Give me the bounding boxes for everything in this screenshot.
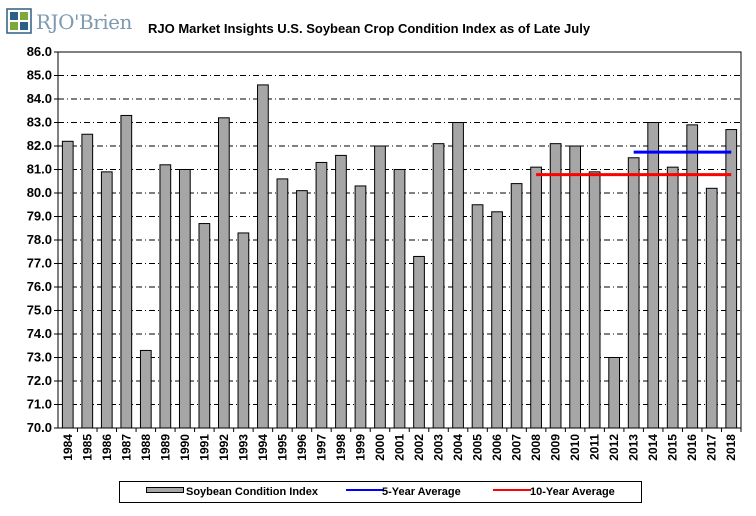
bar-1991 bbox=[198, 223, 211, 429]
x-tick-label-2018: 2018 bbox=[724, 434, 738, 461]
y-tick-label: 81.0 bbox=[27, 162, 52, 177]
bar-1992 bbox=[218, 117, 230, 429]
x-tick-label-2000: 2000 bbox=[373, 434, 387, 461]
x-tick-label-1996: 1996 bbox=[295, 434, 309, 461]
y-tick-label: 72.0 bbox=[27, 373, 52, 388]
bar-2005 bbox=[471, 204, 484, 429]
legend-swatch-10yr bbox=[493, 489, 531, 491]
y-tick-label: 82.0 bbox=[27, 138, 52, 153]
bar-2015 bbox=[666, 166, 679, 429]
bar-2009 bbox=[549, 143, 562, 429]
bar-1996 bbox=[296, 190, 308, 429]
bar-1999 bbox=[354, 185, 367, 429]
y-tick-label: 74.0 bbox=[27, 326, 52, 341]
bar-2001 bbox=[393, 169, 406, 429]
y-tick-label: 78.0 bbox=[27, 232, 52, 247]
bar-2014 bbox=[647, 122, 660, 429]
x-tick-label-1987: 1987 bbox=[119, 434, 133, 461]
bar-1990 bbox=[178, 169, 191, 429]
y-tick-label: 85.0 bbox=[27, 68, 52, 83]
y-tick-label: 75.0 bbox=[27, 303, 52, 318]
x-tick-label-1993: 1993 bbox=[236, 434, 250, 461]
bar-1986 bbox=[100, 171, 113, 429]
x-tick-label-2009: 2009 bbox=[549, 434, 563, 461]
y-tick-label: 86.0 bbox=[27, 44, 52, 59]
x-tick-label-1998: 1998 bbox=[334, 434, 348, 461]
chart-title: RJO Market Insights U.S. Soybean Crop Co… bbox=[148, 21, 591, 36]
x-tick-label-1999: 1999 bbox=[353, 434, 367, 461]
x-tick-label-1994: 1994 bbox=[256, 434, 270, 461]
x-tick-label-1992: 1992 bbox=[217, 434, 231, 461]
x-tick-label-1988: 1988 bbox=[139, 434, 153, 461]
x-tick-label-2002: 2002 bbox=[412, 434, 426, 461]
x-tick-label-2005: 2005 bbox=[471, 434, 485, 461]
x-tick-label-2006: 2006 bbox=[490, 434, 504, 461]
legend-swatch-5yr bbox=[346, 489, 384, 491]
x-tick-label-2010: 2010 bbox=[568, 434, 582, 461]
y-tick-label: 76.0 bbox=[27, 279, 52, 294]
x-tick-label-2016: 2016 bbox=[685, 434, 699, 461]
x-tick-label-2001: 2001 bbox=[393, 434, 407, 461]
bar-2013 bbox=[627, 157, 640, 429]
x-tick-label-2014: 2014 bbox=[646, 434, 660, 461]
bar-1994 bbox=[257, 84, 269, 429]
rjo-logo-icon bbox=[6, 8, 32, 34]
legend-label-soybean: Soybean Condition Index bbox=[186, 486, 319, 498]
chart-area: 70.0 71.0 72.0 73.0 74.0 75.0 76.0 77.0 78.0 79.0… bbox=[27, 44, 742, 461]
y-tick-label: 79.0 bbox=[27, 209, 52, 224]
x-tick-label-1990: 1990 bbox=[178, 434, 192, 461]
x-tick-label-2003: 2003 bbox=[432, 434, 446, 461]
legend-label-5yr: 5-Year Average bbox=[382, 486, 461, 498]
bar-1998 bbox=[335, 154, 347, 429]
bar-2006 bbox=[491, 211, 503, 429]
bar-2004 bbox=[452, 122, 464, 429]
bar-1997 bbox=[315, 161, 328, 429]
bar-1985 bbox=[81, 133, 94, 429]
bar-2002 bbox=[413, 255, 425, 429]
bar-1984 bbox=[61, 140, 74, 429]
y-tick-label: 83.0 bbox=[27, 115, 52, 130]
x-tick-label-1989: 1989 bbox=[158, 434, 172, 461]
x-tick-label-1984: 1984 bbox=[61, 434, 75, 461]
bar-2008 bbox=[530, 166, 542, 429]
x-tick-label-1986: 1986 bbox=[100, 434, 114, 461]
x-tick-label-2008: 2008 bbox=[529, 434, 543, 461]
x-tick-label-1995: 1995 bbox=[275, 434, 289, 461]
legend-swatch-soybean bbox=[146, 487, 184, 493]
bar-1995 bbox=[276, 178, 289, 429]
rjo-brien-logo: RJO'Brien bbox=[6, 6, 134, 38]
bar-2003 bbox=[432, 143, 445, 429]
x-tick-label-2013: 2013 bbox=[627, 434, 641, 461]
y-tick-label: 73.0 bbox=[27, 350, 52, 365]
bar-1988 bbox=[139, 349, 152, 429]
chart-legend: Soybean Condition Index 5-Year Average 1… bbox=[119, 481, 642, 503]
y-tick-label: 71.0 bbox=[27, 397, 52, 412]
legend-label-10yr: 10-Year Average bbox=[530, 486, 615, 498]
bar-2007 bbox=[510, 183, 523, 429]
x-tick-label-1985: 1985 bbox=[80, 434, 94, 461]
y-tick-label: 77.0 bbox=[27, 256, 52, 271]
x-tick-label-2004: 2004 bbox=[451, 434, 465, 461]
bar-2016 bbox=[686, 124, 699, 429]
x-tick-label-1997: 1997 bbox=[314, 434, 328, 461]
bar-2010 bbox=[569, 145, 581, 429]
bar-2000 bbox=[374, 145, 386, 429]
bar-2011 bbox=[588, 171, 601, 429]
x-tick-label-1991: 1991 bbox=[197, 434, 211, 461]
x-tick-label-2017: 2017 bbox=[705, 434, 719, 461]
x-tick-label-2011: 2011 bbox=[588, 434, 602, 460]
bar-2017 bbox=[705, 187, 718, 429]
x-tick-label-2007: 2007 bbox=[510, 434, 524, 461]
x-tick-label-2015: 2015 bbox=[666, 434, 680, 461]
y-tick-label: 80.0 bbox=[27, 185, 52, 200]
bar-2012 bbox=[608, 357, 621, 429]
bar-1989 bbox=[159, 164, 172, 429]
y-tick-label: 70.0 bbox=[27, 420, 52, 435]
bar-1987 bbox=[120, 114, 133, 429]
y-tick-label: 84.0 bbox=[27, 91, 52, 106]
logo-text: RJO'Brien bbox=[36, 10, 132, 34]
x-tick-label-2012: 2012 bbox=[607, 434, 621, 461]
plot-border bbox=[57, 51, 742, 429]
bar-1993 bbox=[237, 232, 250, 429]
